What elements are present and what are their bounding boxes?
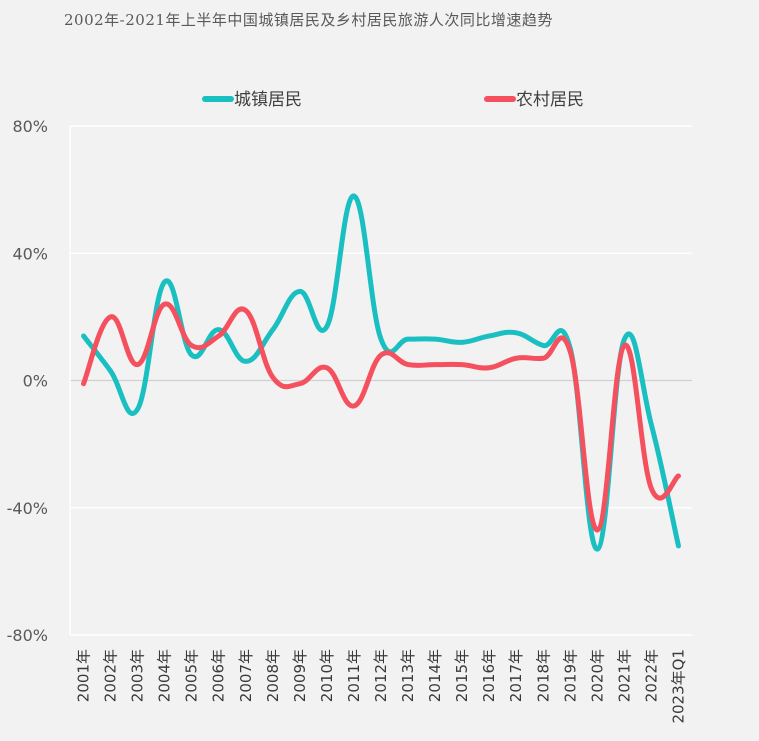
x-tick-label: 2013年 [399,649,417,702]
y-tick-label: -40% [7,499,48,518]
x-tick-label: 2020年 [588,649,606,702]
x-tick-label: 2021年 [615,649,633,702]
x-tick-label: 2014年 [426,649,444,702]
x-tick-label: 2012年 [372,649,390,702]
x-tick-label: 2018年 [534,649,552,702]
x-tick-label: 2023年Q1 [669,649,687,724]
x-tick-label: 2008年 [264,649,282,702]
legend-label-1: 城镇居民 [234,90,302,110]
legend-label-2: 农村居民 [516,90,584,110]
x-tick-label: 2017年 [507,649,525,702]
x-tick-label: 2022年 [642,649,660,702]
y-tick-label: 0% [23,372,48,391]
x-tick-label: 2003年 [129,649,147,702]
chart-title: 2002年-2021年上半年中国城镇居民及乡村居民旅游人次同比增速趋势 [64,11,553,29]
x-tick-label: 2006年 [210,649,228,702]
y-tick-label: 80% [12,117,48,136]
x-tick-label: 2002年 [102,649,120,702]
x-tick-label: 2004年 [156,649,174,702]
x-tick-label: 2015年 [453,649,471,702]
x-tick-label: 2009年 [291,649,309,702]
x-tick-label: 2016年 [480,649,498,702]
x-tick-label: 2001年 [75,649,93,702]
y-tick-label: -80% [7,626,48,645]
y-tick-label: 40% [12,244,48,263]
x-tick-label: 2010年 [318,649,336,702]
x-tick-label: 2011年 [345,649,363,702]
x-tick-label: 2005年 [183,649,201,702]
series-line-2 [81,301,681,533]
x-tick-label: 2007年 [237,649,255,702]
x-tick-label: 2019年 [561,649,579,702]
